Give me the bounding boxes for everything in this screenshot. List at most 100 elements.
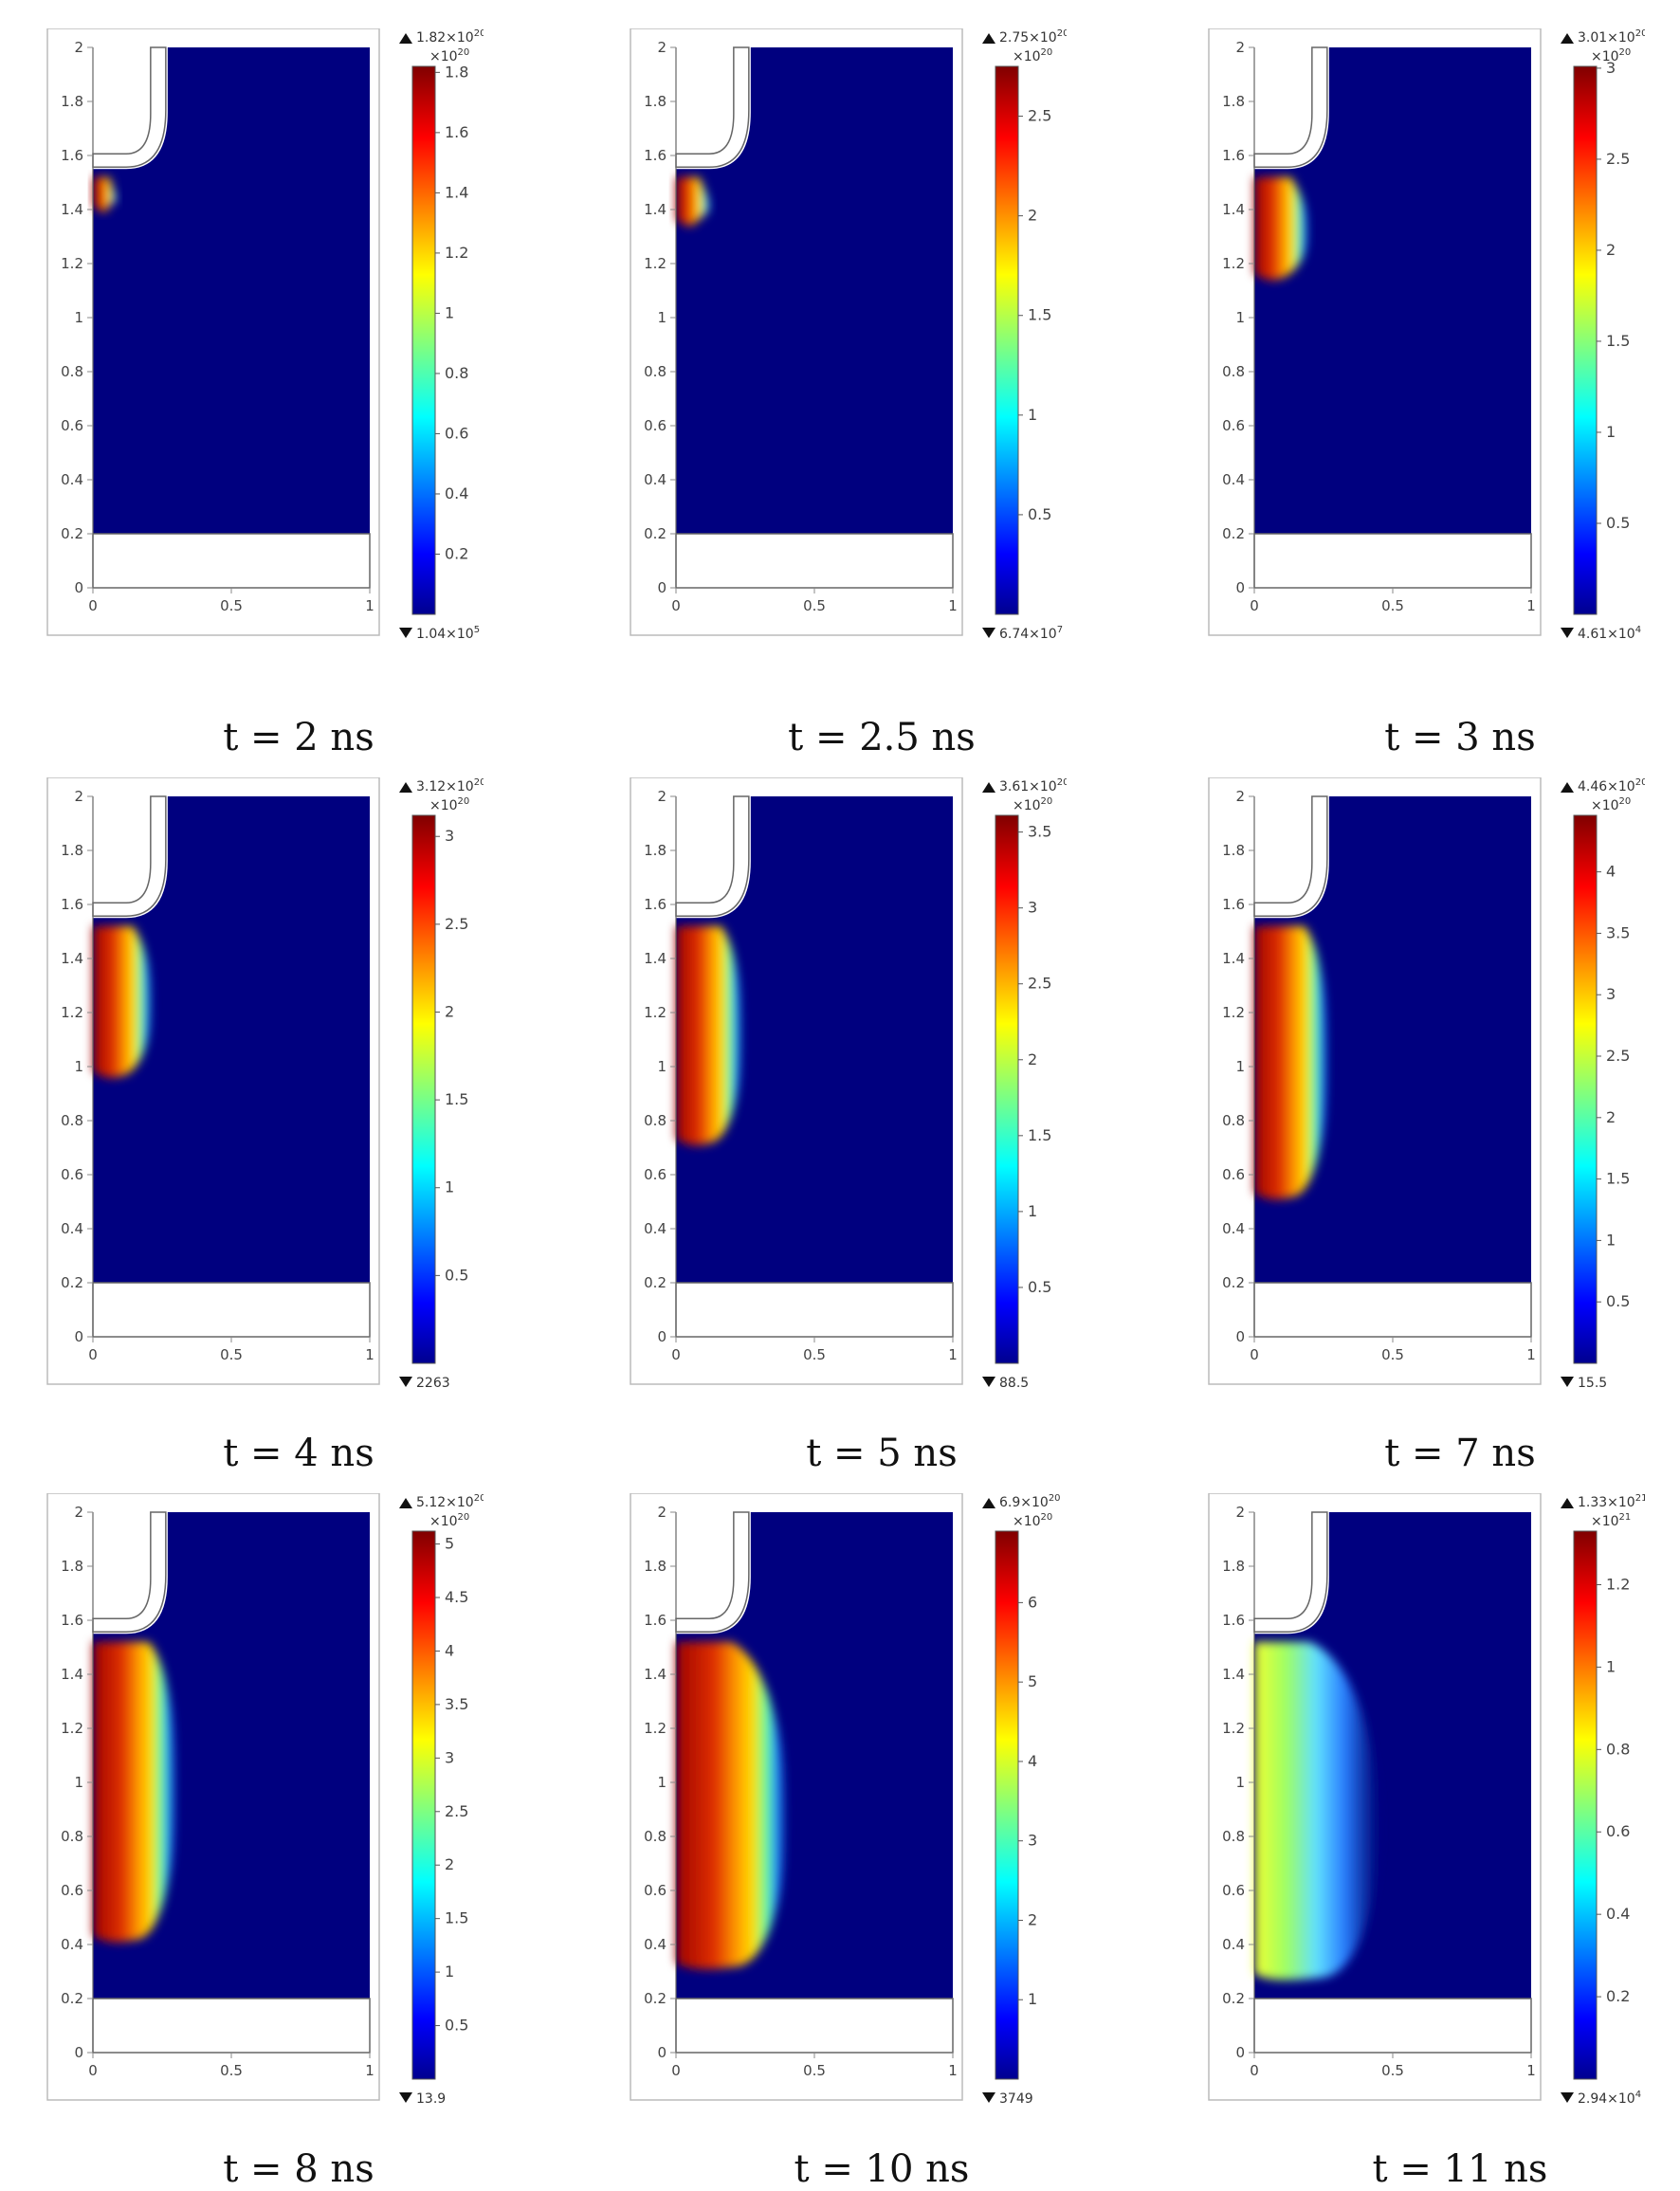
min-marker-icon	[399, 2092, 412, 2103]
colorbar-tick-label: 1.5	[1028, 306, 1051, 324]
plot-panel-t3: 0 0.2 0.4 0.6 0.8 1 1.2 1.4 1.6 1.8 2 0 0.5 1 0.5 1 1.5 2…	[1199, 27, 1647, 683]
colorbar-tick-label: 2.5	[1606, 150, 1630, 168]
colorbar-tick-label: 1.5	[1606, 1170, 1630, 1188]
x-tick-label: 0.5	[803, 1346, 826, 1363]
x-tick-label: 0	[1250, 597, 1259, 614]
x-tick-label: 0.5	[1381, 1346, 1404, 1363]
y-tick-label: 0.6	[644, 1166, 667, 1183]
x-tick-label: 0.5	[1381, 597, 1404, 614]
plasma-channel	[93, 176, 118, 213]
plasma-channel	[676, 1641, 787, 1969]
y-tick-label: 1.6	[61, 147, 83, 164]
colorbar-tick-label: 2	[1606, 241, 1616, 259]
plot-panel-t8: 0 0.2 0.4 0.6 0.8 1 1.2 1.4 1.6 1.8 2 0 0.5 1 0.5 1 1.5 2…	[38, 1492, 485, 2147]
caption-t2: t = 2 ns	[223, 716, 374, 759]
colorbar-tick-label: 5	[1028, 1672, 1037, 1690]
colorbar-min-label: 15.5	[1578, 1376, 1607, 1391]
colorbar-max-label: 3.01×1020	[1578, 28, 1645, 46]
y-tick-label: 1	[74, 309, 83, 326]
y-tick-label: 0.6	[61, 1882, 83, 1899]
colorbar-tick-label: 1.5	[1028, 1126, 1051, 1144]
y-tick-label: 0.4	[1222, 1220, 1245, 1237]
plasma-channel	[1254, 1641, 1379, 1981]
y-tick-label: 0.4	[1222, 471, 1245, 488]
colorbar-min-label: 13.9	[416, 2091, 446, 2107]
plasma-channel	[676, 176, 711, 227]
colorbar	[995, 1530, 1019, 2080]
max-marker-icon	[982, 33, 995, 44]
domain-field	[676, 796, 953, 1283]
y-tick-label: 1.6	[644, 1612, 667, 1629]
x-tick-label: 0.5	[220, 1346, 243, 1363]
y-tick-label: 0	[657, 2044, 667, 2061]
colorbar-min-label: 3749	[999, 2091, 1033, 2107]
max-marker-icon	[1561, 33, 1574, 44]
colorbar-unit-label: ×1021	[1591, 1512, 1631, 1529]
y-tick-label: 1.8	[1222, 93, 1245, 110]
colorbar-tick-label: 2	[445, 1002, 454, 1020]
caption-t4: t = 4 ns	[223, 1432, 374, 1475]
y-tick-label: 0.4	[61, 1220, 83, 1237]
y-tick-label: 0.2	[61, 1990, 83, 2007]
y-tick-label: 0	[657, 1328, 667, 1345]
colorbar-tick-label: 0.8	[445, 364, 468, 382]
plasma-channel	[676, 925, 743, 1145]
y-tick-label: 1.6	[61, 896, 83, 913]
colorbar-tick-label: 3	[1606, 985, 1616, 1003]
y-tick-label: 1.8	[644, 93, 667, 110]
domain-field	[93, 47, 370, 534]
y-tick-label: 1.4	[1222, 950, 1245, 967]
plot-panel-t10: 0 0.2 0.4 0.6 0.8 1 1.2 1.4 1.6 1.8 2 0 0.5 1 1 2 3 4 5 6 6.…	[621, 1492, 1067, 2147]
y-tick-label: 0.6	[61, 417, 83, 434]
dielectric-plate	[92, 1998, 371, 2054]
y-tick-label: 1.2	[1222, 1720, 1245, 1737]
y-tick-label: 0.6	[61, 1166, 83, 1183]
y-tick-label: 0.8	[61, 363, 83, 380]
colorbar-unit-label: ×1020	[429, 1512, 469, 1529]
colorbar-max-label: 1.82×1020	[416, 28, 484, 46]
dielectric-plate	[1253, 1282, 1532, 1338]
colorbar-tick-label: 2	[1028, 1050, 1037, 1068]
y-tick-label: 0.2	[644, 1274, 667, 1291]
x-tick-label: 1	[365, 597, 374, 614]
y-tick-label: 1.8	[61, 1558, 83, 1575]
colorbar-tick-label: 1	[1028, 1990, 1037, 2008]
electrode-tip	[675, 46, 750, 168]
x-tick-label: 0.5	[220, 2062, 243, 2079]
x-tick-label: 0.5	[1381, 2062, 1404, 2079]
x-tick-label: 0	[1250, 2062, 1259, 2079]
colorbar-max-label: 3.61×1020	[999, 777, 1067, 794]
y-tick-label: 1	[74, 1058, 83, 1075]
y-tick-label: 0.6	[1222, 1166, 1245, 1183]
x-tick-label: 0.5	[220, 597, 243, 614]
y-tick-label: 0.6	[1222, 417, 1245, 434]
y-tick-label: 1.2	[644, 1004, 667, 1021]
min-marker-icon	[982, 1377, 995, 1387]
y-tick-label: 0.8	[644, 363, 667, 380]
plot-panel-t11: 0 0.2 0.4 0.6 0.8 1 1.2 1.4 1.6 1.8 2 0 0.5 1 0.2 0.4 0.…	[1199, 1492, 1647, 2147]
panel-svg: 0 0.2 0.4 0.6 0.8 1 1.2 1.4 1.6 1.8 2 0 0.5 1 0.2 0.4 0.…	[1208, 1492, 1647, 2107]
max-marker-icon	[982, 1498, 995, 1508]
y-tick-label: 0.6	[644, 1882, 667, 1899]
y-tick-label: 0	[1235, 1328, 1245, 1345]
colorbar-tick-label: 2	[1028, 1910, 1037, 1928]
y-tick-label: 1.4	[644, 950, 667, 967]
plot-panel-t2-5: 0 0.2 0.4 0.6 0.8 1 1.2 1.4 1.6 1.8 2 0 0.5 1 0.5 1 1.5 2…	[621, 27, 1068, 683]
electrode-tip	[92, 46, 167, 168]
min-marker-icon	[1561, 2092, 1574, 2103]
min-marker-icon	[1561, 1377, 1574, 1387]
y-tick-label: 1.2	[644, 1720, 667, 1737]
electrode-tip	[92, 795, 167, 917]
electrode-tip	[92, 1511, 167, 1633]
y-tick-label: 1.6	[644, 896, 667, 913]
colorbar-max-label: 1.33×1021	[1578, 1493, 1645, 1510]
y-tick-label: 2	[74, 39, 83, 56]
y-tick-label: 1.8	[644, 1558, 667, 1575]
colorbar-tick-label: 2.5	[445, 915, 468, 933]
colorbar-tick-label: 2.5	[1028, 975, 1051, 993]
colorbar-tick-label: 1.5	[445, 1909, 468, 1927]
caption-t7: t = 7 ns	[1384, 1432, 1536, 1475]
y-tick-label: 1.8	[1222, 842, 1245, 859]
colorbar-tick-label: 0.6	[445, 424, 468, 442]
colorbar-tick-label: 3	[1028, 899, 1037, 917]
